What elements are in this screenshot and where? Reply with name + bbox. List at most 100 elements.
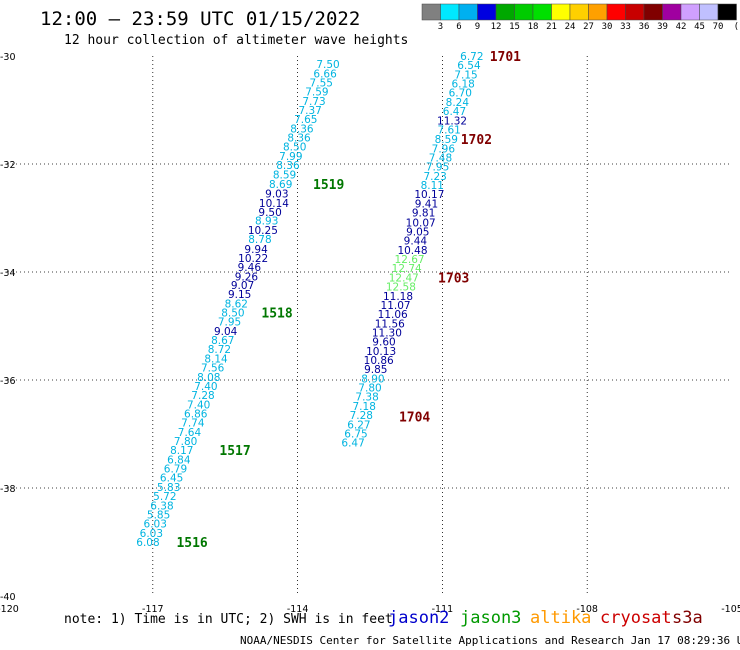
legend-swatch bbox=[662, 3, 682, 21]
data-point-jason2: 9.44 bbox=[404, 236, 428, 248]
data-point-jason3: 6.79 bbox=[164, 464, 187, 476]
data-point-jason2: 7.38 bbox=[355, 392, 378, 404]
y-tick-label: -38 bbox=[0, 484, 16, 495]
data-point-jason3: 6.03 bbox=[144, 519, 167, 531]
data-point-jason2: 8.59 bbox=[435, 134, 458, 146]
data-point-jason3: 7.28 bbox=[191, 390, 214, 402]
data-point-jason3: 5.72 bbox=[153, 491, 176, 503]
x-tick-label: -114 bbox=[287, 604, 309, 615]
track-label: 1701 bbox=[490, 50, 521, 65]
data-point-jason2: 9.81 bbox=[412, 208, 435, 220]
data-point-jason2: 7.48 bbox=[429, 153, 452, 165]
data-point-jason3: 7.55 bbox=[310, 77, 333, 89]
chart-title: 12:00 – 23:59 UTC 01/15/2022 bbox=[40, 8, 361, 30]
data-point-jason3: 9.46 bbox=[238, 262, 262, 274]
track-label: 1703 bbox=[438, 271, 469, 286]
legend-swatch bbox=[495, 3, 515, 21]
data-point-jason3: 7.99 bbox=[279, 151, 302, 163]
data-point-jason3: 6.38 bbox=[150, 500, 173, 512]
legend-label: 33 bbox=[620, 22, 631, 32]
data-point-jason3: 7.37 bbox=[298, 105, 321, 117]
data-point-jason2: 6.18 bbox=[451, 79, 474, 91]
data-point-jason3: 9.07 bbox=[231, 280, 254, 292]
satellite-altika: altika bbox=[530, 608, 592, 628]
track-label: 1517 bbox=[219, 444, 250, 459]
data-point-jason3: 6.84 bbox=[167, 454, 191, 466]
legend-swatch bbox=[643, 3, 663, 21]
data-point-jason3: 5.85 bbox=[147, 509, 170, 521]
satellite-jason3: jason3 bbox=[460, 608, 522, 628]
legend-swatch bbox=[514, 3, 534, 21]
data-point-jason3: 7.40 bbox=[194, 381, 217, 393]
data-point-jason3: 8.08 bbox=[197, 372, 220, 384]
data-point-jason3: 8.36 bbox=[290, 123, 314, 135]
data-point-jason3: 8.17 bbox=[170, 445, 193, 457]
data-point-jason3: 7.65 bbox=[294, 114, 317, 126]
legend-label: 21 bbox=[546, 22, 557, 32]
data-point-jason3: 7.74 bbox=[181, 418, 205, 430]
legend-label: 36 bbox=[638, 22, 650, 32]
legend-label: 18 bbox=[527, 22, 539, 32]
data-point-jason2: 8.24 bbox=[446, 97, 470, 109]
data-point-jason3: 6.08 bbox=[136, 537, 159, 549]
data-point-jason3: 8.72 bbox=[208, 344, 231, 356]
legend-swatch bbox=[477, 3, 497, 21]
data-point-jason3: 7.56 bbox=[201, 363, 225, 375]
data-point-jason2: 10.86 bbox=[364, 355, 394, 367]
data-point-jason2: 11.32 bbox=[437, 115, 467, 127]
data-point-jason3: 9.50 bbox=[258, 207, 281, 219]
data-point-jason2: 6.47 bbox=[443, 106, 466, 118]
legend-swatch bbox=[717, 3, 737, 21]
legend-label: 39 bbox=[657, 22, 668, 32]
data-point-jason2: 6.27 bbox=[347, 419, 370, 431]
data-point-jason2: 10.13 bbox=[366, 346, 396, 358]
legend-swatch bbox=[699, 3, 719, 21]
data-point-jason2: 8.11 bbox=[421, 180, 444, 192]
data-point-jason3: 9.15 bbox=[228, 289, 251, 301]
data-point-jason3: 7.50 bbox=[316, 59, 339, 71]
chart-subtitle: 12 hour collection of altimeter wave hei… bbox=[64, 33, 409, 48]
data-point-jason3: 6.03 bbox=[140, 528, 163, 540]
data-point-jason3: 6.86 bbox=[184, 408, 208, 420]
data-point-jason3: 10.22 bbox=[238, 253, 268, 265]
satellite-jason2: jason2 bbox=[388, 608, 450, 628]
footer-note: note: 1) Time is in UTC; 2) SWH is in fe… bbox=[64, 612, 393, 627]
data-point-jason3: 10.14 bbox=[259, 198, 289, 210]
data-point-jason3: 8.59 bbox=[273, 169, 296, 181]
data-point-jason3: 8.50 bbox=[221, 308, 244, 320]
data-point-jason2: 12.58 bbox=[386, 282, 416, 294]
data-point-jason2: 6.54 bbox=[457, 60, 481, 72]
legend-label: 30 bbox=[601, 22, 613, 32]
data-point-jason2: 12.47 bbox=[389, 272, 419, 284]
data-point-jason2: 9.05 bbox=[406, 227, 429, 239]
data-point-jason2: 7.95 bbox=[426, 162, 449, 174]
track-label: 1518 bbox=[261, 307, 292, 322]
legend-label: 42 bbox=[675, 22, 687, 32]
x-tick-label: -108 bbox=[576, 604, 598, 615]
data-point-jason3: 8.50 bbox=[283, 142, 306, 154]
data-point-jason2: 7.96 bbox=[432, 143, 456, 155]
x-tick-label: -111 bbox=[432, 604, 454, 615]
satellite-s3a: s3a bbox=[672, 608, 703, 628]
legend-swatch bbox=[458, 3, 478, 21]
data-point-jason2: 12.74 bbox=[392, 263, 422, 275]
legend-label: 3 bbox=[437, 22, 444, 32]
x-tick-label: -120 bbox=[0, 604, 19, 615]
data-point-jason2: 12.67 bbox=[395, 254, 425, 266]
x-tick-label: -117 bbox=[142, 604, 164, 615]
data-point-jason2: 7.80 bbox=[358, 383, 381, 395]
legend-swatch bbox=[606, 3, 626, 21]
data-point-jason2: 6.70 bbox=[449, 88, 472, 100]
data-point-jason2: 11.30 bbox=[372, 327, 402, 339]
data-point-jason3: 8.69 bbox=[269, 179, 292, 191]
data-point-jason3: 7.40 bbox=[187, 399, 210, 411]
footer-credit: NOAA/NESDIS Center for Satellite Applica… bbox=[240, 634, 740, 647]
data-point-jason3: 7.73 bbox=[302, 96, 325, 108]
data-point-jason3: 8.36 bbox=[276, 160, 300, 172]
data-point-jason2: 6.75 bbox=[344, 428, 367, 440]
data-point-jason2: 9.60 bbox=[372, 337, 395, 349]
legend-swatch bbox=[532, 3, 552, 21]
data-point-jason3: 9.94 bbox=[244, 244, 268, 256]
data-point-jason3: 6.66 bbox=[313, 68, 337, 80]
